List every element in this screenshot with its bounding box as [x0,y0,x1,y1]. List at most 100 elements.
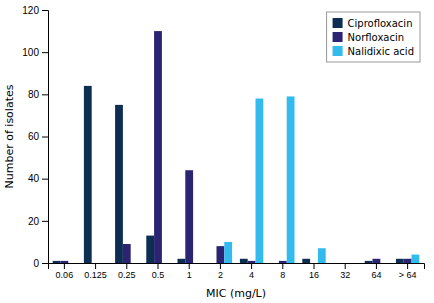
legend-item: Ciprofloxacin [333,18,413,29]
y-tick: 120 [22,5,48,16]
x-tick: 4 [249,263,254,280]
x-tick: > 64 [399,263,417,280]
tick-mark [42,137,48,138]
bar [396,259,404,263]
bar [209,263,217,264]
tick-mark [345,263,346,269]
legend-label: Nalidixic acid [348,46,414,57]
bar [84,86,92,263]
tick-label: 1 [187,270,192,280]
bar [256,99,264,263]
y-axis-title: Number of isolates [3,84,16,188]
bar [271,263,279,264]
x-tick: 32 [340,263,350,280]
bar [224,242,232,263]
bar [193,263,201,264]
bar [287,96,295,263]
bar [177,259,185,263]
y-tick: 100 [22,47,48,58]
tick-mark [42,10,48,11]
tick-label: 120 [22,5,39,16]
tick-label: 8 [280,270,285,280]
bar-series [53,86,404,263]
tick-label: 60 [28,131,40,142]
tick-mark [157,263,158,269]
bar [318,248,326,263]
bar [185,170,193,263]
x-tick: 2 [218,263,223,280]
bar [131,263,139,264]
bar [68,263,76,264]
tick-label: 0.5 [152,270,165,280]
tick-mark [220,263,221,269]
bar [349,263,357,264]
bar [146,236,154,263]
tick-mark [282,263,283,269]
legend-item: Norfloxacin [333,32,404,43]
bar [404,259,412,263]
bar [123,244,131,263]
y-tick: 40 [28,173,48,184]
x-tick: 8 [280,263,285,280]
plot: 0.06 0.125 0.25 0.5 1 2 4 8 16 32 64 > 64 0 20 40 60 80 1… [22,5,424,281]
y-tick: 60 [28,131,48,142]
y-tick: 0 [33,258,48,269]
y-axis: 0 20 40 60 80 100 120 [22,5,48,269]
legend-item: Nalidixic acid [333,46,414,57]
bar [248,261,256,263]
bar [380,263,388,264]
legend-label: Ciprofloxacin [348,18,413,29]
legend: Ciprofloxacin Norfloxacin Nalidixic acid [327,12,420,62]
tick-label: 0.06 [56,270,74,280]
tick-label: 0.125 [84,270,107,280]
tick-mark [376,263,377,269]
bar [92,263,100,264]
bar [99,263,107,264]
bar [310,263,318,264]
tick-mark [251,263,252,269]
bar [60,261,68,263]
x-tick: 0.06 [56,263,74,280]
bar [412,255,420,263]
tick-label: 20 [28,216,40,227]
bars [53,31,420,263]
bar-series [224,96,419,263]
tick-mark [95,263,96,269]
tick-mark [42,221,48,222]
tick-mark [42,52,48,53]
tick-label: 0.25 [118,270,136,280]
bar [341,263,349,264]
bar [240,259,248,263]
bar [365,261,373,263]
tick-mark [42,94,48,95]
tick-label: 4 [249,270,254,280]
x-axis-title: MIC (mg/L) [206,287,266,300]
legend-swatch [333,46,343,56]
tick-label: 32 [340,270,350,280]
bar [302,259,310,263]
tick-mark [42,179,48,180]
bar [216,246,224,263]
bar [154,31,162,263]
tick-label: 80 [28,89,40,100]
x-axis: 0.06 0.125 0.25 0.5 1 2 4 8 16 32 64 > 64 [49,263,425,280]
tick-label: 16 [309,270,319,280]
bar [279,261,287,263]
bar [115,105,123,263]
tick-mark [189,263,190,269]
legend-swatch [333,18,343,28]
y-tick: 20 [28,216,48,227]
tick-label: 2 [218,270,223,280]
axis-line [49,264,425,270]
legend-swatch [333,32,343,42]
chart: 0.06 0.125 0.25 0.5 1 2 4 8 16 32 64 > 64 0 20 40 60 80 1… [0,0,434,303]
x-tick: 16 [309,263,319,280]
legend-frame [327,12,420,62]
x-tick: 1 [187,263,192,280]
tick-label: 64 [371,270,381,280]
legend-label: Norfloxacin [348,32,404,43]
tick-label: > 64 [399,270,417,280]
bar [53,261,61,263]
bar [162,263,170,264]
tick-mark [407,263,408,269]
